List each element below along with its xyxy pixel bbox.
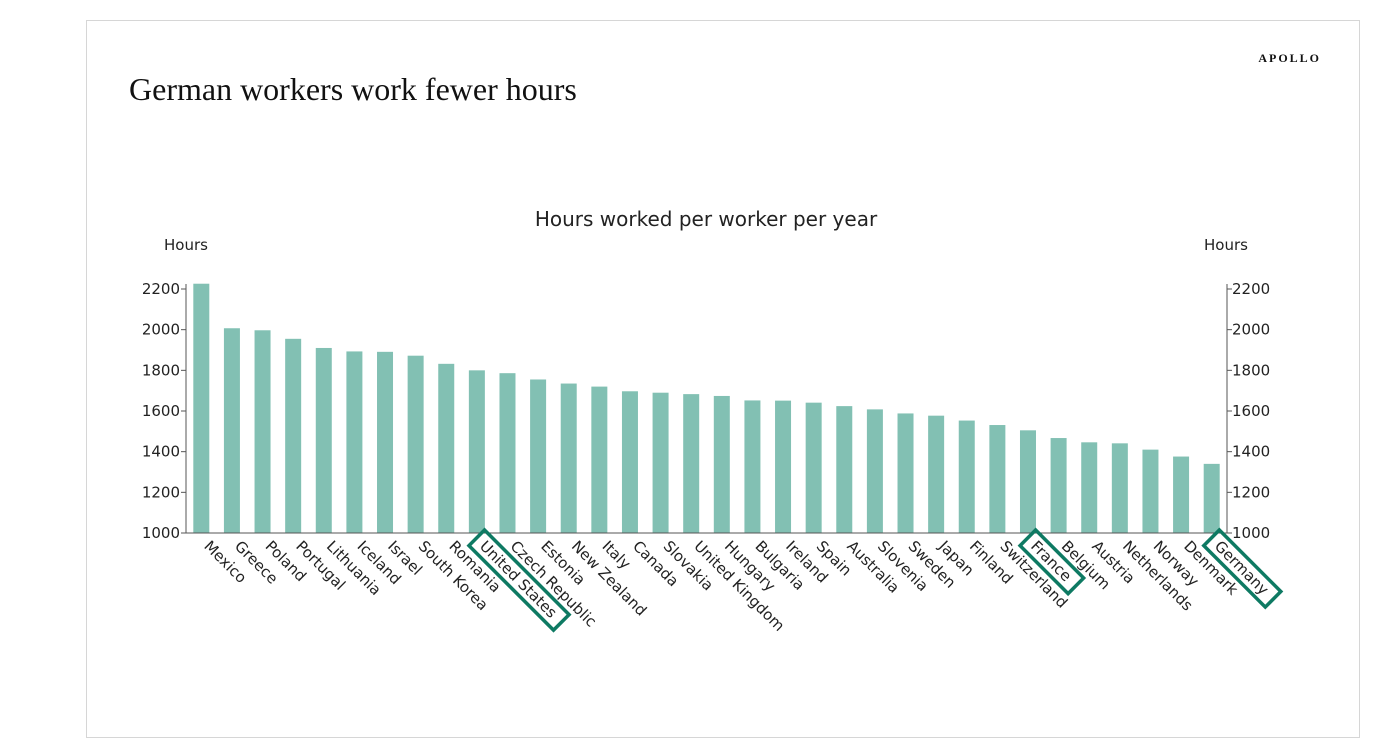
- bar: [193, 283, 210, 533]
- highlight-box: [466, 527, 572, 633]
- y-tick-label-left: 1800: [142, 361, 180, 379]
- bar: [499, 373, 516, 533]
- bar: [468, 370, 485, 533]
- page-title: German workers work fewer hours: [129, 71, 577, 107]
- bar: [591, 386, 608, 533]
- y-axis-label-left: Hours: [164, 236, 208, 254]
- bar: [407, 355, 424, 533]
- y-tick-label-left: 1200: [142, 483, 180, 501]
- bar: [775, 400, 792, 533]
- bar: [1111, 443, 1128, 533]
- y-tick-label-left: 2000: [142, 321, 180, 339]
- bar: [560, 383, 577, 533]
- bar: [836, 406, 853, 533]
- highlight-box: [1201, 527, 1284, 610]
- bar: [285, 338, 302, 533]
- y-tick-label-left: 1400: [142, 443, 180, 461]
- bar: [866, 409, 883, 533]
- bars: [193, 283, 1220, 533]
- bar: [928, 415, 945, 533]
- y-tick-label-right: 1800: [1232, 361, 1270, 379]
- bar: [897, 413, 914, 533]
- bar: [805, 402, 822, 533]
- y-tick-label-left: 2200: [142, 280, 180, 298]
- bar: [1142, 449, 1159, 533]
- bar: [438, 363, 455, 533]
- y-tick-label-right: 2000: [1232, 321, 1270, 339]
- bar: [1050, 438, 1067, 533]
- brand-logo: APOLLO: [1258, 51, 1321, 65]
- y-tick-label-right: 2200: [1232, 280, 1270, 298]
- bar: [713, 395, 730, 533]
- bar: [254, 330, 271, 533]
- bar: [683, 394, 700, 533]
- bar: [652, 392, 669, 533]
- bar: [377, 351, 394, 533]
- y-axis-right: 1000 1200 1400 1600 1800 2000 2200: [1226, 280, 1270, 542]
- bar: [989, 425, 1006, 533]
- bar: [1203, 463, 1220, 533]
- bar: [315, 347, 332, 533]
- highlight-box: [1017, 527, 1087, 597]
- y-tick-label-left: 1600: [142, 402, 180, 420]
- bar: [621, 391, 638, 533]
- y-axis-label-right: Hours: [1204, 236, 1248, 254]
- chart-title: Hours worked per worker per year: [535, 207, 878, 231]
- bar: [223, 328, 240, 533]
- highlight-boxes: [466, 527, 1284, 633]
- bar: [346, 351, 363, 533]
- bar: [958, 420, 975, 533]
- y-tick-label-right: 1200: [1232, 483, 1270, 501]
- y-tick-label-left: 1000: [142, 524, 180, 542]
- bar: [744, 400, 761, 533]
- bar: [1019, 430, 1036, 533]
- y-axis-left: 1000 1200 1400 1600 1800 2000 2200: [142, 280, 187, 542]
- bar: [530, 379, 547, 533]
- bar: [1173, 456, 1190, 533]
- x-axis-labels: MexicoGreecePolandPortugalLithuaniaIcela…: [200, 536, 1272, 635]
- bar: [1081, 442, 1098, 533]
- y-tick-label-right: 1400: [1232, 443, 1270, 461]
- y-tick-label-right: 1600: [1232, 402, 1270, 420]
- y-tick-label-right: 1000: [1232, 524, 1270, 542]
